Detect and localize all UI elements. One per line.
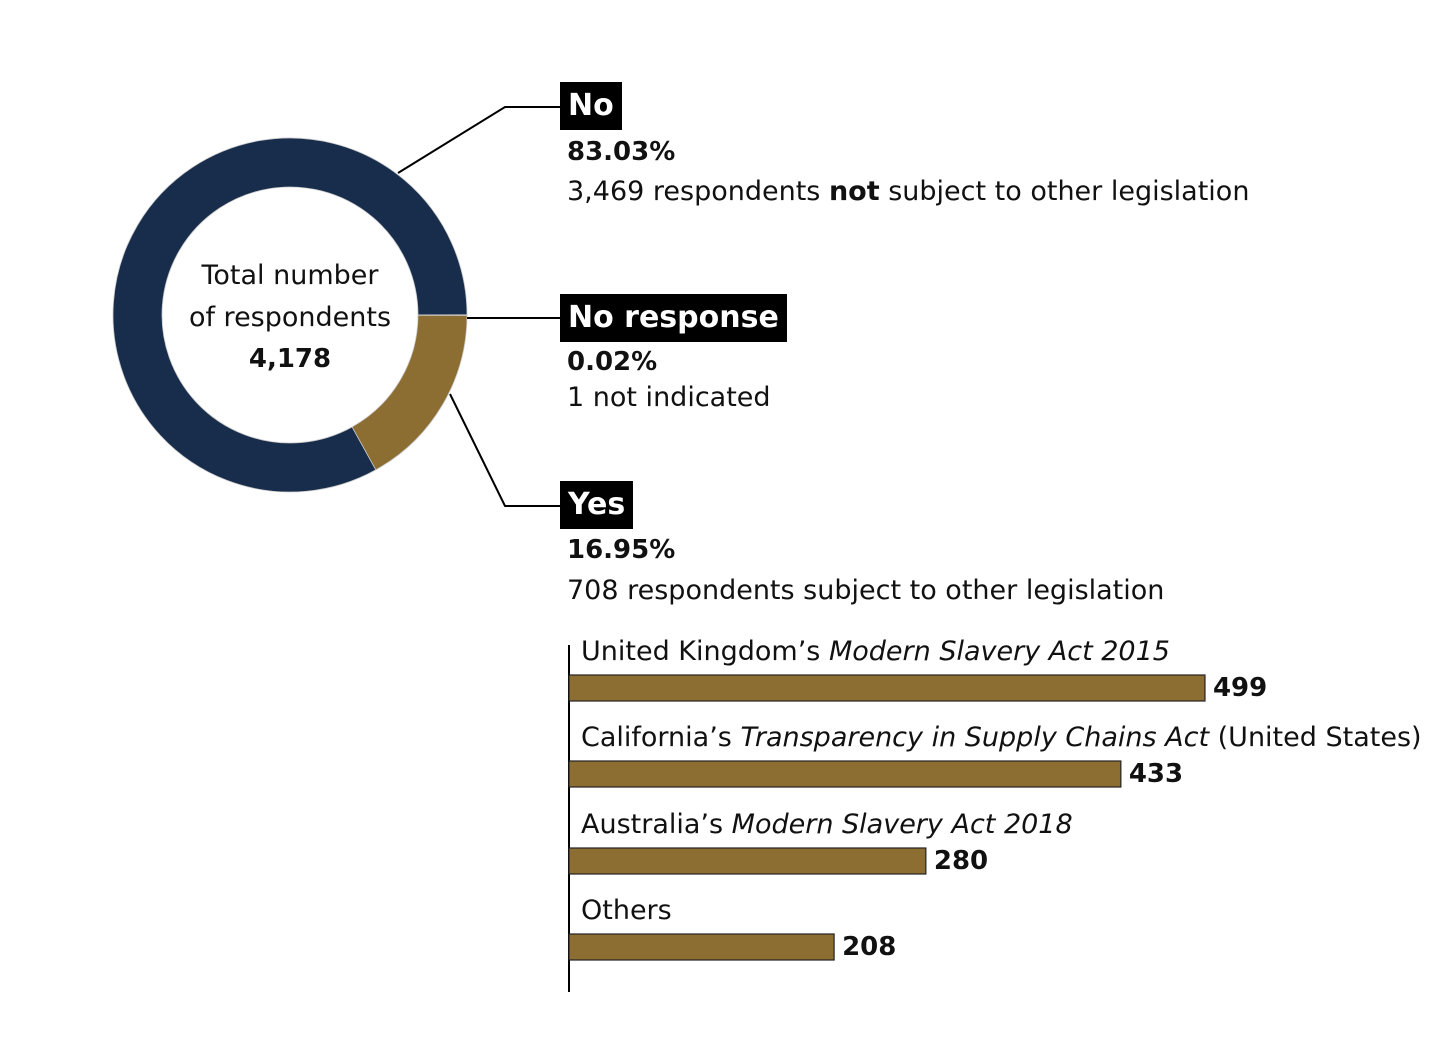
desc-no-bold: not	[828, 176, 880, 207]
desc-no: 3,469 respondents not subject to other l…	[567, 176, 1249, 207]
bar-value-label: 499	[1212, 673, 1268, 703]
desc-no-response: 1 not indicated	[567, 382, 771, 413]
center-total: 4,178	[248, 344, 332, 374]
desc-no-pre: 3,469 respondents	[567, 176, 829, 207]
legend-tag-yes: Yes	[560, 481, 634, 529]
bar-category-label: California’s Transparency in Supply Chai…	[581, 722, 1422, 753]
bar	[568, 847, 927, 875]
bar	[568, 674, 1206, 702]
bar-value-label: 208	[842, 932, 897, 962]
bar	[568, 933, 835, 961]
center-label-line1: Total number	[201, 260, 379, 291]
label-italic: Transparency in Supply Chains Act	[740, 722, 1210, 753]
legend-tag-no: No	[560, 82, 622, 130]
desc-no-post: subject to other legislation	[879, 176, 1250, 207]
bar-category-label: United Kingdom’s Modern Slavery Act 2015	[581, 636, 1170, 667]
bar-category-label: Australia’s Modern Slavery Act 2018	[581, 809, 1073, 840]
leader-line-no	[397, 106, 560, 174]
percent-no: 83.03%	[567, 137, 676, 167]
leader-line-yes	[449, 393, 560, 507]
label-italic: Modern Slavery Act 2015	[828, 636, 1170, 667]
donut-slice-no-response	[417, 314, 468, 316]
label-text: California’s	[581, 722, 741, 753]
bar	[568, 760, 1122, 788]
percent-no-response: 0.02%	[567, 347, 658, 377]
legend-tag-no-response: No response	[560, 294, 787, 342]
bar-category-label: Others	[581, 895, 672, 926]
label-text: Australia’s	[581, 809, 732, 840]
bar-value-label: 280	[933, 846, 989, 876]
desc-yes: 708 respondents subject to other legisla…	[567, 575, 1165, 606]
bar-value-label: 433	[1128, 759, 1184, 789]
donut-slice-yes	[351, 314, 468, 471]
label-text: United Kingdom’s	[581, 636, 829, 667]
center-label-line2: of respondents	[188, 302, 392, 333]
percent-yes: 16.95%	[567, 535, 676, 565]
donut-slice-no	[112, 137, 468, 493]
label-italic: Modern Slavery Act 2018	[731, 809, 1073, 840]
label-text: Others	[581, 895, 672, 926]
label-text: (United States)	[1209, 722, 1422, 753]
